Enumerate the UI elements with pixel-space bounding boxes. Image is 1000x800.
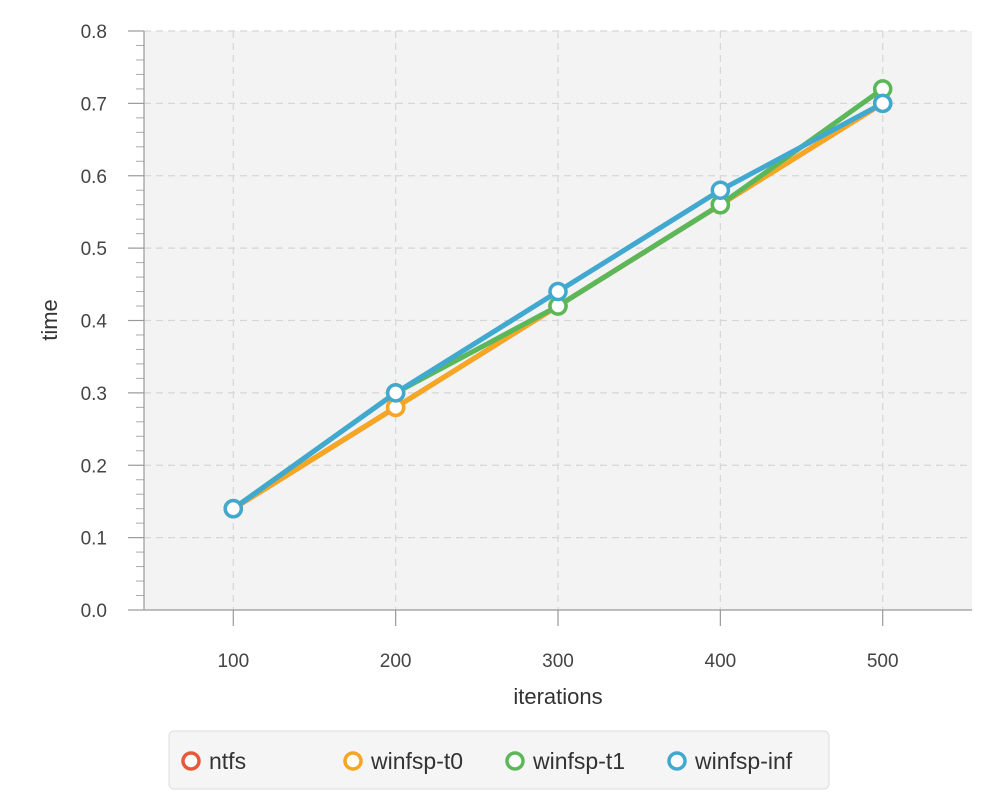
y-tick-label: 0.7	[81, 94, 107, 115]
series-points	[223, 79, 893, 519]
data-point-series-3	[223, 498, 244, 519]
legend-label-1: winfsp-t0	[370, 748, 463, 774]
y-tick-label: 0.3	[81, 384, 107, 405]
legend-label-3: winfsp-inf	[694, 748, 793, 774]
grid-lines	[144, 30, 972, 610]
x-tick-label: 500	[867, 651, 899, 672]
y-tick-label: 0.2	[81, 456, 107, 477]
legend-label-2: winfsp-t1	[532, 748, 625, 774]
y-tick-label: 0.8	[81, 22, 107, 43]
data-point-series-3	[385, 383, 406, 403]
y-tick-label: 0.6	[81, 167, 107, 188]
x-tick-label: 100	[217, 651, 249, 672]
y-tick-label: 0.0	[81, 601, 107, 622]
y-axis-title: time	[37, 299, 62, 341]
x-tick-label: 300	[542, 651, 574, 672]
x-axis: 100 200 300 400 500	[144, 609, 972, 672]
y-tick-label: 0.5	[81, 239, 107, 260]
legend-marker-2	[505, 751, 525, 771]
y-axis: 0.0 0.1 0.2 0.3 0.4 0.5 0.6 0.7 0.8	[81, 22, 145, 622]
legend-marker-0	[181, 751, 201, 771]
legend-box	[168, 730, 830, 790]
data-point-series-3	[710, 180, 731, 200]
data-point-series-3	[548, 281, 568, 302]
y-tick-label: 0.1	[81, 529, 107, 550]
x-axis-title: iterations	[513, 684, 602, 709]
legend-marker-1	[343, 751, 363, 771]
legend: ntfs winfsp-t0 winfsp-t1 winfsp-inf	[168, 730, 830, 790]
legend-marker-3	[667, 751, 687, 771]
x-tick-label: 200	[380, 651, 412, 672]
y-tick-label: 0.4	[81, 312, 108, 333]
legend-label-0: ntfs	[209, 748, 246, 774]
x-tick-label: 400	[705, 651, 737, 672]
data-point-series-3	[872, 93, 893, 114]
